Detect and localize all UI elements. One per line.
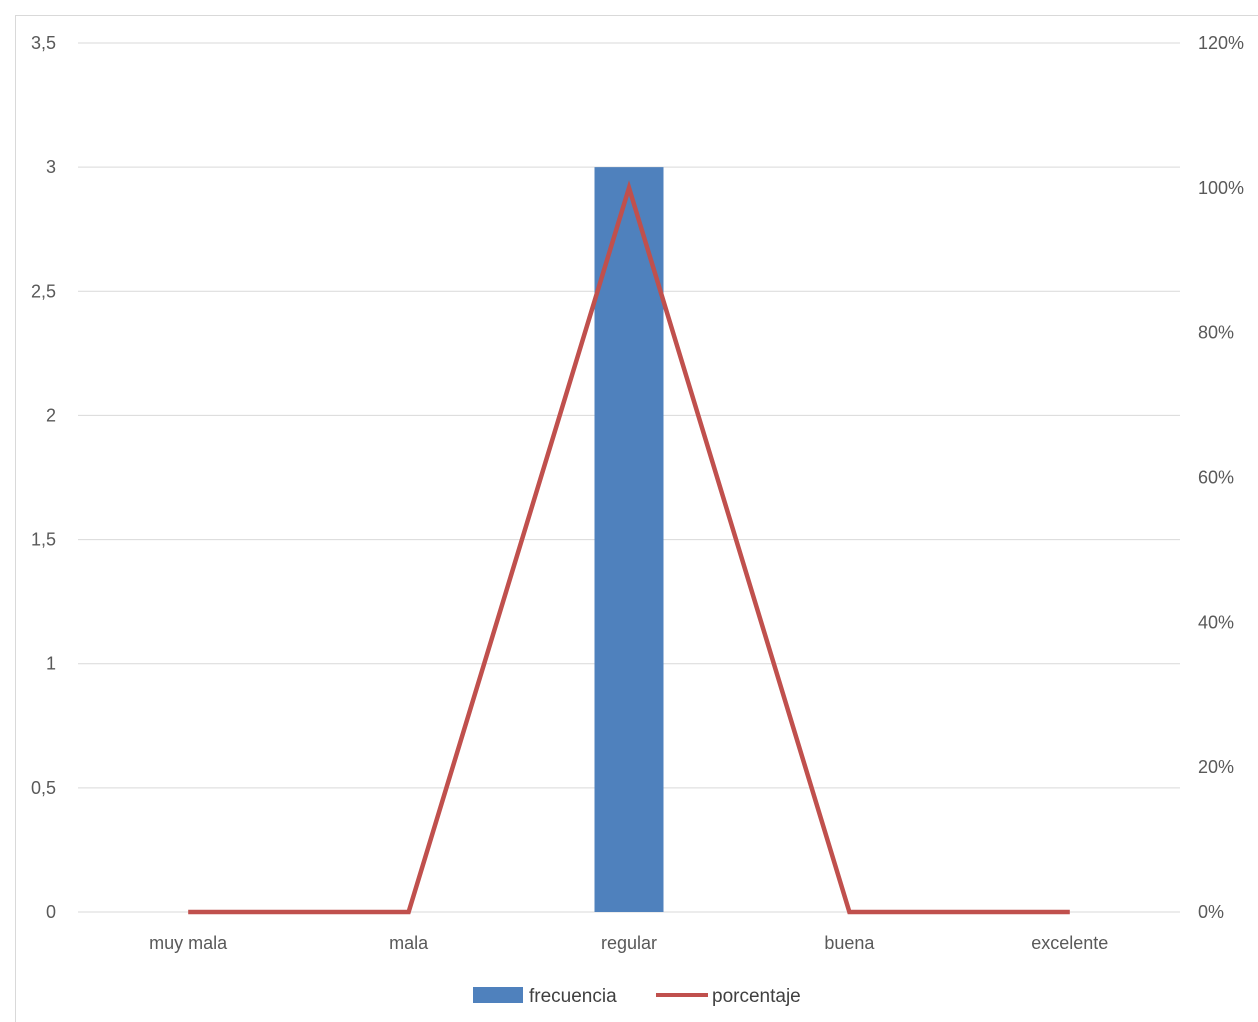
category-axis-ticks: muy mala mala regular buena excelente bbox=[149, 933, 1108, 953]
right-axis-ticks: 0% 20% 40% 60% 80% 100% 120% bbox=[1198, 33, 1244, 922]
right-tick-label: 40% bbox=[1198, 612, 1234, 632]
legend-swatch-frecuencia bbox=[473, 987, 523, 1003]
left-tick-label: 0,5 bbox=[31, 778, 56, 798]
bar bbox=[594, 167, 664, 913]
right-tick-label: 120% bbox=[1198, 33, 1244, 53]
left-tick-label: 2,5 bbox=[31, 281, 56, 301]
left-tick-label: 0 bbox=[46, 902, 56, 922]
category-label: mala bbox=[389, 933, 429, 953]
legend-label-porcentaje: porcentaje bbox=[712, 986, 801, 1007]
right-tick-label: 80% bbox=[1198, 323, 1234, 343]
left-axis-ticks: 0 0,5 1 1,5 2 2,5 3 3,5 bbox=[31, 33, 56, 922]
right-tick-label: 20% bbox=[1198, 757, 1234, 777]
left-tick-label: 1 bbox=[46, 654, 56, 674]
category-label: regular bbox=[601, 933, 657, 953]
right-tick-label: 0% bbox=[1198, 902, 1224, 922]
category-label: muy mala bbox=[149, 933, 228, 953]
left-tick-label: 3,5 bbox=[31, 33, 56, 53]
legend: frecuencia porcentaje bbox=[473, 986, 801, 1007]
category-label: excelente bbox=[1031, 933, 1108, 953]
left-tick-label: 3 bbox=[46, 157, 56, 177]
legend-label-frecuencia: frecuencia bbox=[529, 986, 617, 1007]
left-tick-label: 1,5 bbox=[31, 530, 56, 550]
right-tick-label: 60% bbox=[1198, 468, 1234, 488]
left-tick-label: 2 bbox=[46, 405, 56, 425]
category-label: buena bbox=[824, 933, 875, 953]
line-series-porcentaje bbox=[188, 180, 1070, 915]
right-tick-label: 100% bbox=[1198, 178, 1244, 198]
bar-series-frecuencia bbox=[594, 167, 664, 913]
